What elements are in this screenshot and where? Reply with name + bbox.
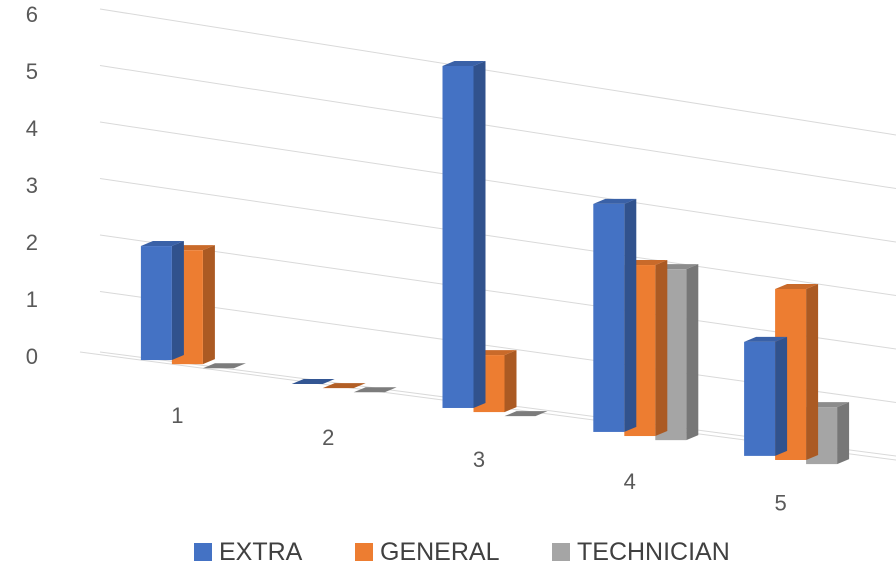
x-tick-label: 1 [171,403,183,428]
bar-side-face [686,264,699,441]
bars [140,60,850,465]
bar-side-face [202,245,215,365]
bar-floor-face [353,387,397,393]
x-tick-label: 2 [322,425,334,450]
bar-side-face [624,198,637,432]
legend-swatch [355,543,373,561]
bar-technician-2 [353,387,397,393]
bar-front-face [593,203,625,432]
bar-extra-5 [744,336,788,456]
bar-top-face [775,283,819,289]
bar-front-face [140,246,172,361]
gridline [99,8,896,136]
bar-top-face [140,241,184,247]
x-tick-label: 4 [624,469,636,494]
x-tick-label: 5 [774,491,786,516]
legend-label: EXTRA [219,538,303,566]
y-tick-label: 0 [26,344,38,369]
gridline [99,121,896,243]
gridline [99,234,896,350]
bar-top-face [744,336,788,342]
bar-top-face [593,198,637,204]
x-axis-tick-labels: 1 2 3 4 5 [171,403,786,516]
bar-side-face [655,260,668,437]
y-tick-label: 5 [26,59,38,84]
legend-swatch [194,543,212,561]
legend: EXTRA GENERAL TECHNICIAN [194,538,730,566]
y-tick-label: 2 [26,230,38,255]
bar-floor-face [322,383,366,389]
legend-label: GENERAL [380,538,500,566]
bar-extra-2 [291,379,335,385]
bar-front-face [442,65,474,408]
bar-top-face [442,60,486,66]
y-axis-tick-labels: 0 1 2 3 4 5 6 [26,2,38,369]
bar-side-face [775,336,788,456]
bar-floor-face [202,363,246,369]
bar-extra-1 [140,241,184,361]
bar-front-face [744,341,776,456]
gridlines [79,8,896,461]
bar-side-face [837,402,850,465]
bar-side-face [806,283,819,460]
x-tick-label: 3 [473,447,485,472]
bar-floor-face [504,411,548,417]
bar-extra-3 [442,60,486,408]
bar-side-face [171,241,184,361]
legend-swatch [552,543,570,561]
gridline [99,65,896,189]
bar-general-2 [322,383,366,389]
y-tick-label: 1 [26,287,38,312]
legend-item-extra: EXTRA [194,538,303,566]
bar-extra-4 [593,198,637,432]
gridline [99,178,896,296]
bar-floor-face [291,379,335,385]
y-tick-label: 3 [26,173,38,198]
y-tick-label: 6 [26,2,38,27]
legend-item-technician: TECHNICIAN [552,538,730,566]
y-tick-label: 4 [26,116,38,141]
bar-side-face [504,350,517,413]
bar-side-face [473,60,486,408]
bar-technician-1 [202,363,246,369]
bar-technician-3 [504,411,548,417]
legend-item-general: GENERAL [355,538,500,566]
legend-label: TECHNICIAN [577,538,730,566]
